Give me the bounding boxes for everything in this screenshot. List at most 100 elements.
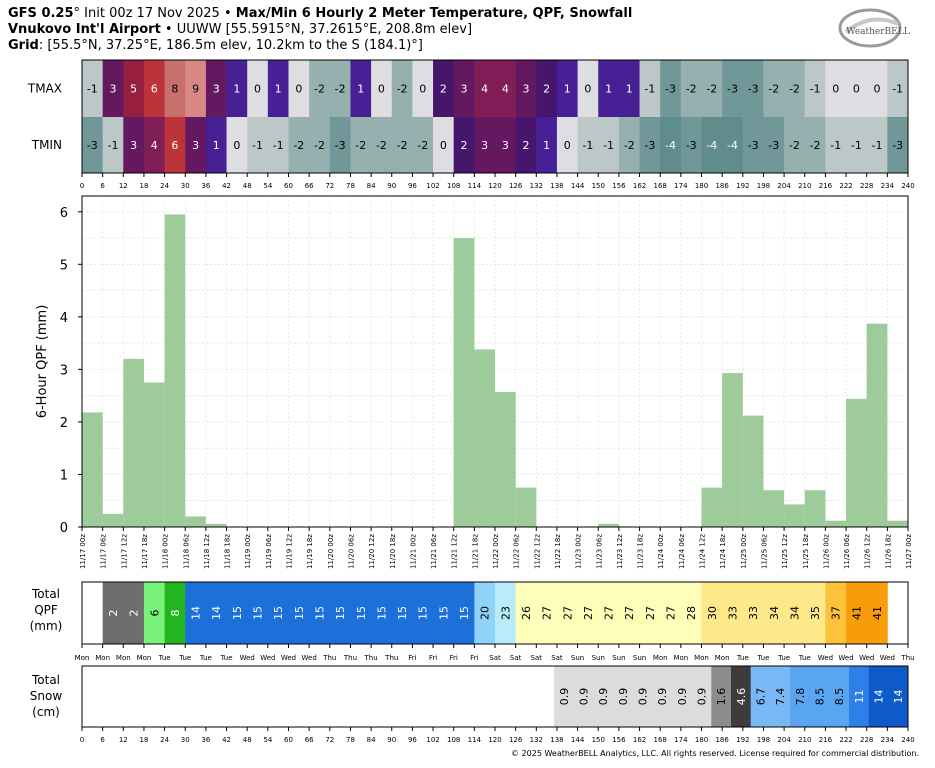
total-snow-cell (318, 666, 339, 727)
hour-tick-label: 180 (695, 736, 708, 744)
total-qpf-cell (639, 582, 661, 644)
tmax-cell (143, 60, 165, 117)
tmin-value: -2 (624, 139, 635, 152)
total-snow-cell (259, 666, 280, 727)
total-qpf-cell (143, 582, 165, 644)
total-snow-value: 0.9 (656, 688, 669, 706)
weekday-label: Wed (240, 654, 255, 662)
x-tick-label: 11/24 06z (678, 534, 686, 569)
total-qpf-cell (82, 582, 104, 644)
total-qpf-label: (mm) (30, 619, 63, 633)
x-tick-label: 11/18 18z (224, 534, 232, 569)
x-tick-label: 11/21 06z (430, 534, 438, 569)
tmin-cell (784, 117, 806, 173)
total-qpf-cell (102, 582, 124, 644)
total-qpf-value: 6 (148, 610, 161, 617)
weekday-label: Sun (592, 654, 605, 662)
tmin-value: 0 (440, 139, 447, 152)
weekday-label: Tue (736, 654, 749, 662)
total-snow-cell (160, 666, 181, 727)
tmax-value: 0 (832, 83, 839, 96)
total-qpf-value: 15 (396, 606, 409, 620)
total-qpf-cell (577, 582, 599, 644)
tmax-value: 3 (461, 83, 468, 96)
tmax-row-label: TMAX (27, 82, 62, 96)
hour-tick-label: 24 (160, 736, 169, 744)
hour-tick-label: 174 (674, 182, 688, 190)
total-qpf-value: 27 (541, 606, 554, 620)
tmax-cell (536, 60, 558, 117)
total-qpf-value: 26 (520, 606, 533, 620)
hour-tick-label: 162 (633, 182, 646, 190)
total-qpf-cell (267, 582, 289, 644)
total-qpf-cell (205, 582, 227, 644)
qpf-bar (185, 516, 206, 527)
total-snow-value: 7.4 (774, 688, 787, 706)
tmax-cell (288, 60, 310, 117)
chart-header: GFS 0.25° Init 00z 17 Nov 2025 • Max/Min… (8, 6, 632, 54)
hour-tick-label: 78 (346, 182, 355, 190)
x-tick-label: 11/24 12z (699, 534, 707, 569)
station-info: • UUWW [55.5915°N, 37.2615°E, 208.8m ele… (160, 22, 473, 37)
total-qpf-cell (309, 582, 331, 644)
qpf-bar (453, 238, 475, 528)
total-snow-value: 14 (873, 690, 886, 704)
hour-tick-label: 210 (798, 736, 811, 744)
x-tick-label: 11/24 00z (657, 534, 665, 569)
tmax-value: 4 (502, 83, 509, 96)
total-snow-value: 0.9 (578, 688, 591, 706)
hour-tick-label: 240 (901, 736, 914, 744)
weekday-label: Wed (281, 654, 296, 662)
total-snow-value: 7.8 (794, 688, 807, 706)
total-qpf-cell (825, 582, 847, 644)
tmin-value: -2 (376, 139, 387, 152)
hour-tick-label: 66 (305, 182, 314, 190)
total-qpf-value: 27 (644, 606, 657, 620)
tmax-value: 8 (171, 83, 178, 96)
weekday-label: Thu (384, 654, 398, 662)
total-snow-cell (455, 666, 476, 727)
hour-tick-label: 144 (571, 182, 585, 190)
tmax-value: 0 (584, 83, 591, 96)
hour-tick-label: 126 (509, 182, 523, 190)
hour-tick-label: 150 (592, 182, 605, 190)
tmax-value: -1 (87, 83, 98, 96)
weekday-label: Sat (489, 654, 501, 662)
tmin-cell (267, 117, 289, 173)
tmin-cell (350, 117, 372, 173)
x-tick-label: 11/26 12z (864, 534, 872, 569)
total-snow-cell (101, 666, 122, 727)
weekday-label: Mon (715, 654, 730, 662)
total-snow-cell (239, 666, 260, 727)
weekday-label: Wed (818, 654, 833, 662)
qpf-bar (205, 523, 227, 527)
x-tick-label: 11/20 00z (327, 534, 335, 569)
total-qpf-value: 28 (685, 606, 698, 620)
total-snow-cell (613, 666, 634, 727)
total-qpf-value: 15 (458, 606, 471, 620)
total-snow-cell (219, 666, 240, 727)
station-name: Vnukovo Int'l Airport (8, 22, 161, 37)
total-qpf-value: 15 (334, 606, 347, 620)
y-tick-label: 3 (60, 363, 68, 378)
hour-tick-label: 108 (447, 182, 460, 190)
weekday-label: Sat (551, 654, 563, 662)
total-snow-cell (691, 666, 712, 727)
total-qpf-value: 41 (850, 606, 863, 620)
tmin-value: -2 (355, 139, 366, 152)
hour-tick-label: 120 (488, 182, 501, 190)
y-tick-label: 4 (60, 311, 68, 326)
qpf-bar (763, 490, 785, 527)
hour-tick-label: 102 (426, 736, 439, 744)
tmax-cell (247, 60, 269, 117)
weekday-label: Tue (220, 654, 233, 662)
total-snow-cell (475, 666, 496, 727)
total-snow-cell (534, 666, 555, 727)
x-tick-label: 11/20 18z (389, 534, 397, 569)
total-snow-cell (849, 666, 870, 727)
total-qpf-value: 15 (252, 606, 265, 620)
tmin-cell (495, 117, 517, 173)
hour-tick-label: 0 (80, 182, 84, 190)
tmin-cell (618, 117, 640, 173)
tmin-value: -3 (768, 139, 779, 152)
